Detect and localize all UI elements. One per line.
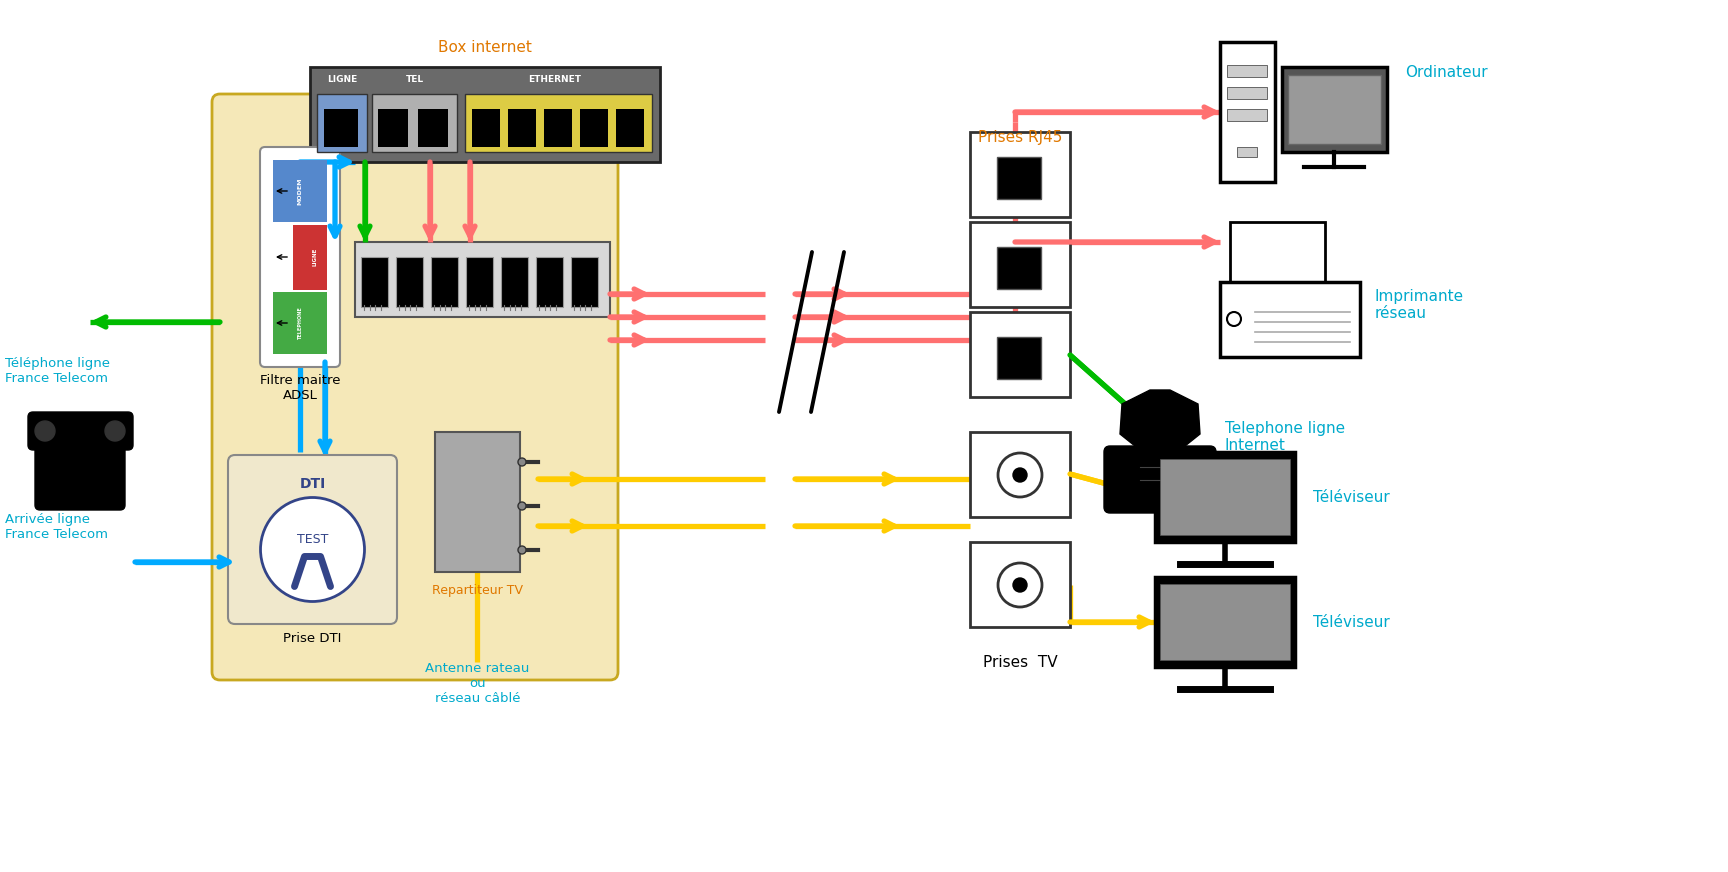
Circle shape — [999, 563, 1042, 607]
FancyBboxPatch shape — [396, 257, 423, 307]
FancyBboxPatch shape — [1159, 459, 1291, 535]
FancyBboxPatch shape — [228, 455, 397, 624]
Text: DTI: DTI — [299, 477, 325, 491]
FancyBboxPatch shape — [28, 412, 133, 450]
Text: Téléviseur: Téléviseur — [1313, 489, 1389, 505]
FancyBboxPatch shape — [969, 542, 1070, 627]
Circle shape — [518, 546, 525, 554]
Text: TEL: TEL — [406, 75, 423, 84]
Circle shape — [105, 421, 124, 441]
FancyBboxPatch shape — [273, 292, 327, 354]
Text: Imprimante
réseau: Imprimante réseau — [1375, 289, 1464, 321]
FancyBboxPatch shape — [1220, 282, 1360, 357]
Circle shape — [1013, 468, 1026, 482]
FancyBboxPatch shape — [213, 94, 619, 680]
FancyBboxPatch shape — [997, 247, 1040, 289]
Text: LIGNE: LIGNE — [313, 248, 318, 266]
Circle shape — [1013, 578, 1026, 592]
Circle shape — [261, 498, 365, 602]
Text: Repartiteur TV: Repartiteur TV — [432, 584, 524, 597]
FancyBboxPatch shape — [544, 109, 572, 147]
FancyBboxPatch shape — [536, 257, 563, 307]
FancyBboxPatch shape — [1282, 67, 1388, 152]
FancyBboxPatch shape — [259, 147, 340, 367]
FancyBboxPatch shape — [435, 432, 520, 572]
FancyBboxPatch shape — [378, 109, 408, 147]
FancyBboxPatch shape — [1230, 222, 1325, 297]
FancyBboxPatch shape — [465, 94, 651, 152]
Polygon shape — [1120, 390, 1199, 450]
FancyBboxPatch shape — [430, 257, 458, 307]
Text: Téléviseur: Téléviseur — [1313, 615, 1389, 630]
Text: Telephone ligne
Internet: Telephone ligne Internet — [1225, 421, 1344, 453]
Text: Ordinateur: Ordinateur — [1405, 65, 1488, 79]
FancyBboxPatch shape — [309, 67, 660, 162]
FancyBboxPatch shape — [361, 257, 389, 307]
FancyBboxPatch shape — [969, 312, 1070, 397]
FancyBboxPatch shape — [325, 109, 358, 147]
FancyBboxPatch shape — [273, 160, 327, 222]
FancyBboxPatch shape — [1227, 109, 1267, 121]
Text: Prise DTI: Prise DTI — [283, 632, 342, 645]
FancyBboxPatch shape — [615, 109, 645, 147]
FancyBboxPatch shape — [1220, 42, 1275, 182]
FancyBboxPatch shape — [35, 438, 124, 510]
FancyBboxPatch shape — [1227, 65, 1267, 77]
FancyBboxPatch shape — [1154, 452, 1294, 542]
FancyBboxPatch shape — [508, 109, 536, 147]
FancyBboxPatch shape — [1227, 87, 1267, 99]
FancyBboxPatch shape — [997, 337, 1040, 379]
Circle shape — [518, 502, 525, 510]
FancyBboxPatch shape — [501, 257, 529, 307]
Text: Filtre maitre
ADSL: Filtre maitre ADSL — [259, 374, 340, 402]
Text: Téléphone ligne
France Telecom: Téléphone ligne France Telecom — [5, 357, 111, 385]
FancyBboxPatch shape — [969, 132, 1070, 217]
FancyBboxPatch shape — [1154, 577, 1294, 667]
Text: ETHERNET: ETHERNET — [529, 75, 582, 84]
Circle shape — [518, 458, 525, 466]
FancyBboxPatch shape — [581, 109, 608, 147]
FancyBboxPatch shape — [570, 257, 598, 307]
Text: TELEPHONE: TELEPHONE — [297, 307, 302, 339]
FancyBboxPatch shape — [467, 257, 492, 307]
Circle shape — [999, 453, 1042, 497]
FancyBboxPatch shape — [472, 109, 499, 147]
FancyBboxPatch shape — [1159, 584, 1291, 660]
Text: MODEM: MODEM — [297, 177, 302, 205]
Text: Prises RJ45: Prises RJ45 — [978, 130, 1063, 145]
Text: Arrivée ligne
France Telecom: Arrivée ligne France Telecom — [5, 513, 107, 541]
FancyBboxPatch shape — [372, 94, 456, 152]
Circle shape — [1227, 312, 1241, 326]
FancyBboxPatch shape — [1237, 147, 1256, 157]
Text: Box internet: Box internet — [439, 40, 532, 55]
FancyBboxPatch shape — [1104, 446, 1217, 513]
FancyBboxPatch shape — [294, 225, 327, 290]
Text: TEST: TEST — [297, 533, 328, 546]
FancyBboxPatch shape — [354, 242, 610, 317]
Text: LIGNE: LIGNE — [327, 75, 358, 84]
FancyBboxPatch shape — [969, 222, 1070, 307]
FancyBboxPatch shape — [969, 432, 1070, 517]
FancyBboxPatch shape — [1287, 75, 1381, 144]
FancyBboxPatch shape — [997, 157, 1040, 199]
FancyBboxPatch shape — [316, 94, 366, 152]
Circle shape — [35, 421, 55, 441]
Text: Prises  TV: Prises TV — [983, 655, 1058, 670]
Text: Antenne rateau
ou
réseau câblé: Antenne rateau ou réseau câblé — [425, 662, 530, 705]
FancyBboxPatch shape — [418, 109, 448, 147]
